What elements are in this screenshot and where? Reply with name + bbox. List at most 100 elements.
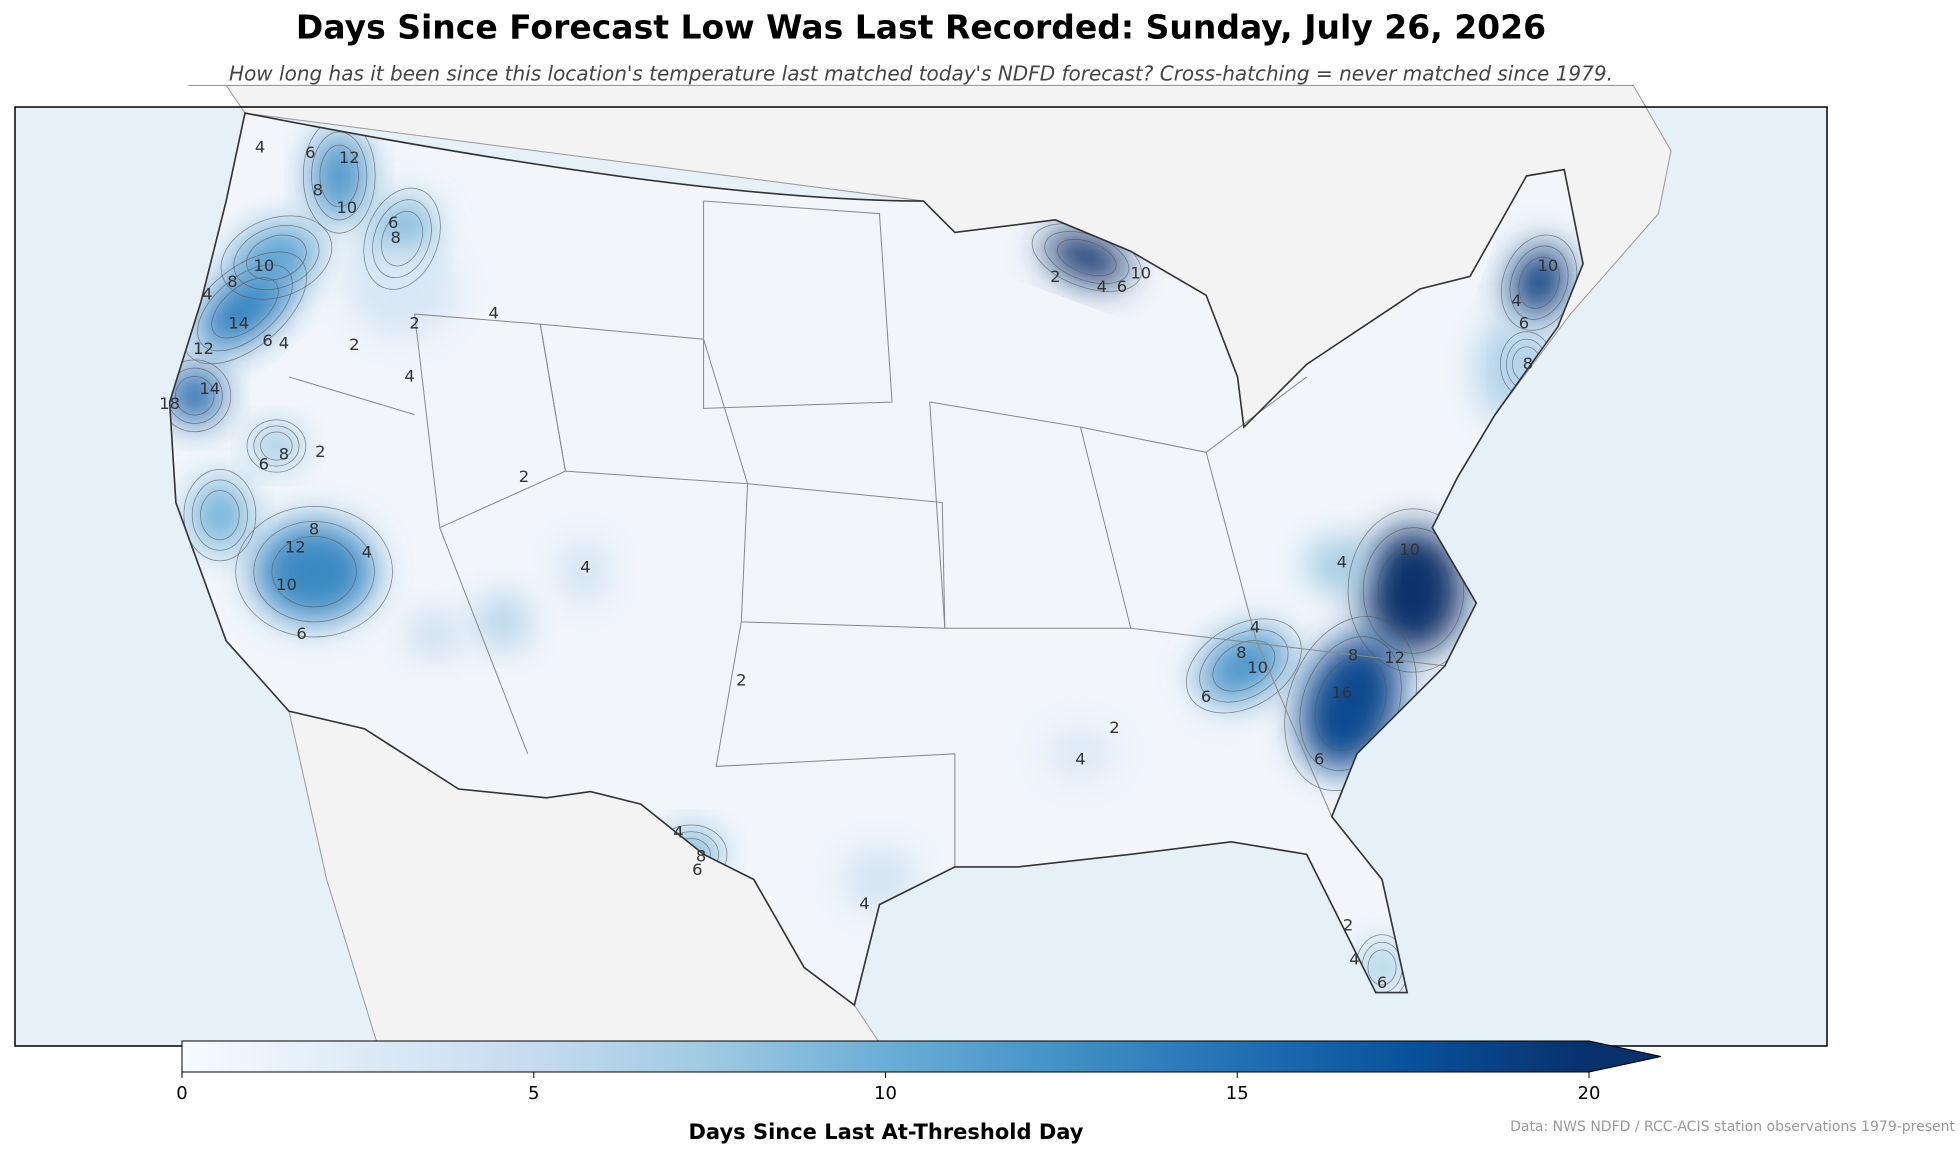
contour-label: 4: [1349, 949, 1359, 968]
contour-line: [197, 264, 293, 352]
field-blob: [559, 538, 610, 605]
contour-label: 2: [409, 314, 419, 333]
contour-line: [1056, 238, 1117, 277]
contour-label: 4: [1511, 291, 1521, 310]
contour-label: 8: [1348, 645, 1358, 664]
contour-label: 8: [1236, 643, 1246, 662]
contour-label: 10: [1537, 256, 1558, 275]
contour-label: 4: [362, 542, 372, 561]
contour-line: [175, 376, 215, 416]
contour-line: [271, 536, 357, 608]
contour-label: 6: [1377, 973, 1387, 992]
contour-label: 6: [1519, 314, 1529, 333]
map-subtitle: How long has it been since this location…: [229, 62, 1613, 86]
contour-line: [211, 277, 279, 339]
contour-label: 4: [580, 557, 590, 576]
contour-line: [220, 215, 333, 300]
contour-line: [183, 469, 257, 562]
contour-label: 2: [736, 670, 746, 689]
contour-label: 8: [1523, 354, 1533, 373]
contour-line: [363, 187, 441, 290]
contour-line: [1199, 629, 1289, 703]
colorbar-tick-label: 5: [528, 1083, 539, 1104]
field-blob: [1042, 726, 1119, 782]
contour-label: 16: [1331, 683, 1352, 702]
contour-label: 4: [202, 285, 212, 304]
contour-label: 4: [1337, 552, 1347, 571]
source-note: Data: NWS NDFD / RCC-ACIS station observ…: [1510, 1119, 1955, 1135]
contour-line: [233, 225, 320, 291]
field-blob: [1306, 537, 1370, 594]
colorbar-tick-label: 10: [874, 1083, 897, 1104]
colorbar-label: Days Since Last At-Threshold Day: [689, 1120, 1084, 1144]
contour-label: 10: [253, 256, 274, 275]
contour-label: 10: [1130, 263, 1151, 282]
field-blob: [408, 611, 459, 658]
contour-label: 6: [388, 213, 398, 232]
contour-label: 8: [696, 846, 706, 865]
contour-label: 6: [296, 624, 306, 643]
field-blob: [1510, 246, 1569, 320]
colorbar-extend: [1589, 1041, 1661, 1072]
contour-label: 8: [279, 444, 289, 463]
field-blob: [253, 521, 375, 622]
contour-label: 2: [315, 442, 325, 461]
colorbar-ramp: [182, 1041, 1589, 1072]
contour-line: [1377, 546, 1450, 635]
contour-label: 2: [519, 467, 529, 486]
contour-label: 18: [159, 394, 180, 413]
map-title: Days Since Forecast Low Was Last Recorde…: [296, 8, 1546, 47]
colorbar: 0 5 10 15 20: [176, 1040, 1662, 1104]
contour-label: 12: [339, 148, 360, 167]
contour-line: [246, 419, 307, 473]
contour-label: 6: [1201, 687, 1211, 706]
field-blob: [1044, 231, 1129, 284]
contour-label: 12: [193, 339, 214, 358]
state-line: [439, 527, 529, 755]
field-blob: [233, 225, 319, 290]
contour-label: 4: [489, 304, 499, 323]
contour-line: [169, 367, 223, 424]
contour-label: 8: [309, 520, 319, 539]
contour-line: [246, 234, 307, 281]
contour-label: 4: [255, 138, 265, 157]
state-line: [288, 376, 415, 416]
contour-line: [253, 425, 300, 467]
contour-line: [169, 359, 232, 433]
contour-label: 6: [692, 860, 702, 879]
contour-label: 14: [199, 379, 220, 398]
contour-label: 6: [1117, 277, 1127, 296]
state-line: [715, 621, 956, 867]
contour-label: 4: [673, 822, 683, 841]
contour-label: 2: [349, 335, 359, 354]
us-border: [168, 112, 1584, 1007]
contour-line: [1314, 656, 1387, 751]
contour-label: 2: [1109, 718, 1119, 737]
contour-line: [1367, 949, 1397, 986]
contour-line: [200, 490, 240, 541]
contour-line: [253, 521, 375, 623]
state-line: [414, 313, 566, 529]
contour-label: 12: [285, 537, 306, 556]
contour-label: 6: [1314, 750, 1324, 769]
field-blob: [345, 238, 459, 340]
contour-label: 4: [1097, 277, 1107, 296]
field-blob: [1363, 527, 1464, 654]
contour-label: 4: [279, 334, 289, 353]
contour-label: 10: [1399, 540, 1420, 559]
contour-label: 10: [1247, 658, 1268, 677]
state-line: [703, 200, 893, 409]
contour-label: 8: [391, 228, 401, 247]
contour-label: 10: [336, 198, 357, 217]
contour-label: 14: [228, 314, 249, 333]
contour-line: [1362, 527, 1465, 654]
contour-line: [319, 144, 359, 208]
state-line: [1130, 627, 1445, 667]
contour-line: [182, 251, 308, 365]
contour-line: [191, 479, 248, 551]
field-blob: [1199, 629, 1289, 703]
contour-line: [372, 199, 432, 279]
contour-label: 2: [1050, 267, 1060, 286]
